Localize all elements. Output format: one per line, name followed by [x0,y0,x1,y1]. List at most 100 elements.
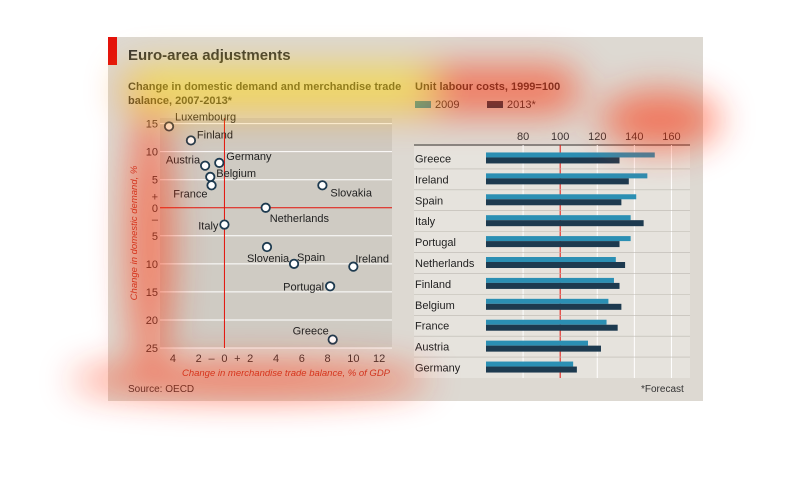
bar-2013 [486,199,622,206]
bar-category-label: Belgium [415,300,455,312]
scatter-x-tick: 10 [347,353,359,365]
scatter-y-tick: 5 [152,231,158,243]
scatter-point-label: France [173,188,207,200]
scatter-x-tick: 4 [170,353,176,365]
bar-2009 [486,340,588,346]
bar-category-label: Portugal [415,237,456,249]
bar-2013 [486,345,601,352]
scatter-point-label: Austria [166,155,201,167]
scatter-point [317,180,328,191]
scatter-point [327,334,338,345]
scatter-point [200,160,211,171]
scatter-y-tick: 5 [152,175,158,187]
scatter-y-tick: 10 [146,259,158,271]
bar-category-label: Finland [415,279,451,291]
scatter-point-label: Greece [293,326,329,338]
bar-category-label: Italy [415,216,436,228]
scatter-x-label: Change in merchandise trade balance, % o… [182,368,391,379]
scatter-y-tick: 25 [146,343,158,355]
scatter-point-label: Netherlands [270,213,330,225]
bar-2009 [486,277,614,283]
bar-2013 [486,262,626,268]
scatter-point [288,258,300,269]
scatter-point [185,135,197,146]
scatter-x-tick: 0 [221,353,227,365]
bar-category-label: Ireland [415,174,449,186]
bar-2013 [486,303,622,310]
bar-2013 [486,241,620,248]
scatter-y-tick: 10 [146,147,158,159]
forecast-note: *Forecast [641,384,684,395]
scatter-y-tick: 20 [146,315,158,327]
scatter-x-tick: 6 [299,353,305,365]
scatter-point [261,241,273,253]
scatter-point-label: Spain [297,252,325,264]
bar-2009 [486,319,607,325]
bar-x-tick: 100 [551,131,569,143]
scatter-x-tick: 8 [324,353,330,365]
page-title: Euro-area adjustments [128,47,291,64]
scatter-y-tick: 15 [146,287,158,299]
scatter-x-tick: 4 [273,353,279,365]
bar-category-label: Austria [415,342,450,354]
scatter-point-label: Germany [226,151,272,163]
bar-x-tick: 160 [662,131,680,143]
scatter-point [205,171,216,183]
bar-2009 [486,361,574,367]
bar-category-label: Germany [415,363,461,375]
bar-x-tick: 80 [517,131,529,143]
bar-2009 [486,236,631,242]
scatter-point-label: Slovenia [247,253,290,265]
scatter-y-tick: + [152,192,158,204]
bar-category-label: Netherlands [415,258,475,270]
bar-2009 [486,215,631,221]
scatter-point [214,157,225,168]
scatter-x-tick: 2 [196,353,202,365]
scatter-y-tick: 0 [152,203,158,215]
scatter-point-label: Belgium [216,168,256,180]
scatter-point-label: Portugal [283,281,324,293]
scatter-point [206,180,217,191]
bar-category-label: Greece [415,153,451,165]
bar-chart: 80 100 120 140 160 2009 2013* Greece Ireland Spai… [414,99,690,378]
scatter-x-tick: 12 [373,353,385,365]
scatter-point [325,281,336,292]
legend-swatch [487,101,503,108]
bar-2009 [486,173,648,179]
bar-2013 [486,220,644,227]
bar-x-tick: 140 [625,131,643,143]
bar-2009 [486,194,637,200]
accent-bar [108,37,117,65]
bar-2013 [486,324,618,331]
legend-label: 2009 [435,99,459,111]
scatter-x-tick: + [234,353,240,365]
bar-2013 [486,282,620,289]
scatter-point-label: Luxembourg [175,111,236,123]
scatter-x-tick: 2 [247,353,253,365]
scatter-point-label: Slovakia [330,187,372,199]
scatter-y-label: Change in domestic demand, % [129,165,140,300]
legend-label: 2013* [507,99,536,111]
scatter-y-tick: 15 [146,119,158,131]
bar-2013 [486,178,629,185]
bar-2009 [486,298,609,304]
bar-category-label: France [415,321,449,333]
bar-x-tick: 120 [588,131,606,143]
bar-2009 [486,152,655,158]
scatter-point [348,261,359,272]
scatter-point [163,121,175,132]
bar-2013 [486,366,577,373]
legend-swatch [415,101,431,108]
scatter-point-label: Ireland [355,254,389,266]
scatter-point [260,202,271,213]
scatter-point-label: Italy [198,221,219,233]
bar-2013 [486,157,620,164]
scatter-plot-area [160,118,392,348]
scatter-point [219,219,230,230]
source-note: Source: OECD [128,384,195,395]
scatter-x-tick: – [208,353,215,365]
bar-2009 [486,257,616,262]
scatter-point-label: Finland [197,129,233,141]
